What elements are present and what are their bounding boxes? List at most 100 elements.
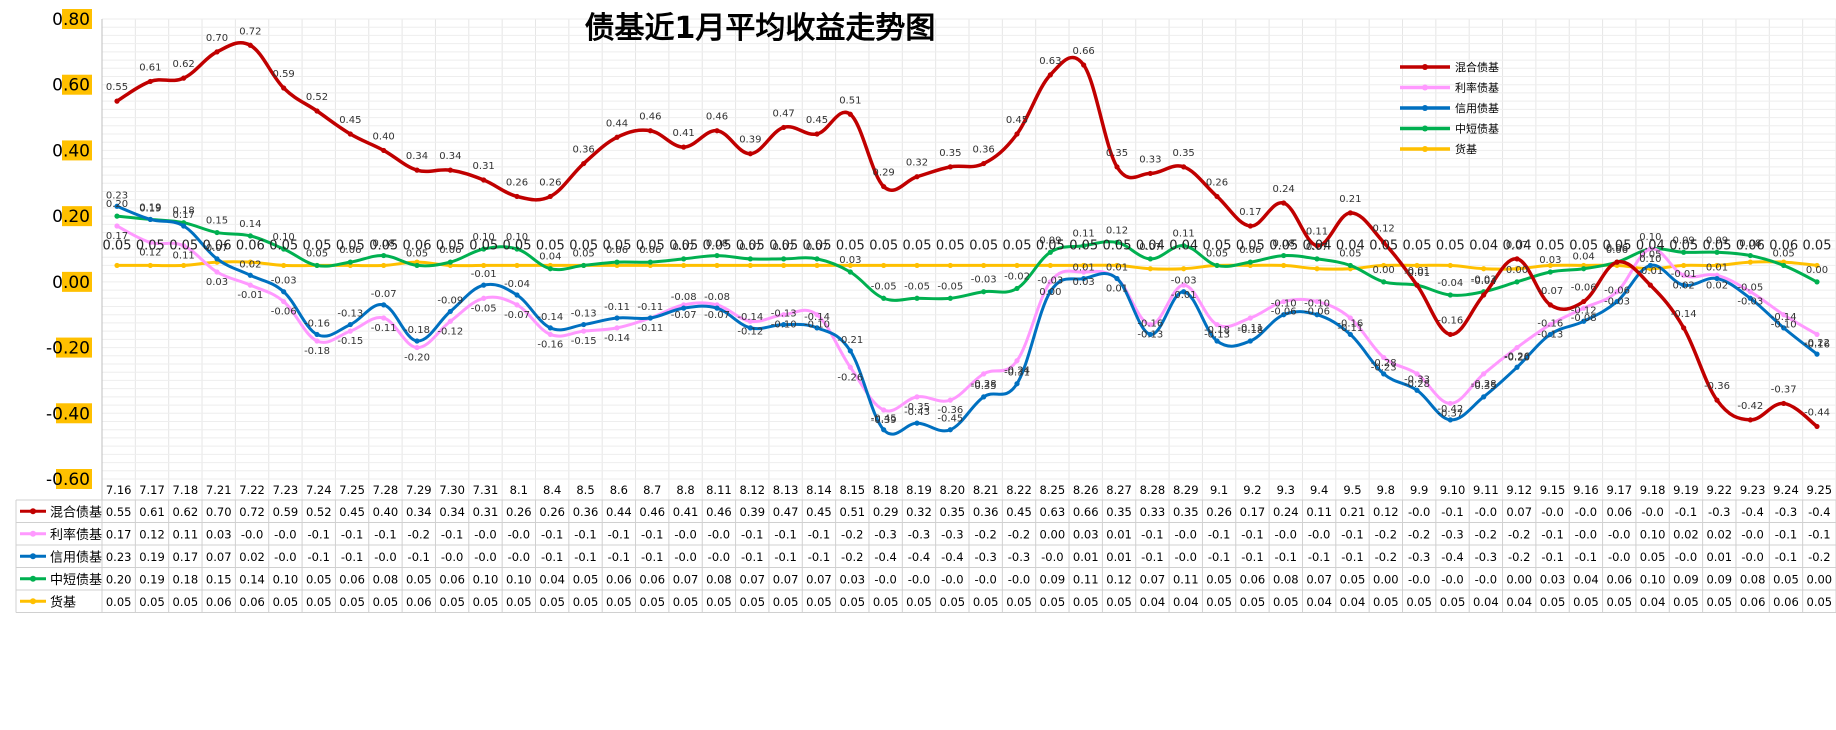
data-label: 0.07 bbox=[1139, 242, 1161, 253]
table-cell: 0.04 bbox=[1640, 595, 1666, 609]
legend-label: 中短债基 bbox=[1455, 122, 1499, 136]
data-point bbox=[814, 256, 820, 262]
table-cell: 0.05 bbox=[339, 595, 365, 609]
table-cell: -0.0 bbox=[241, 527, 263, 541]
data-label: 0.05 bbox=[703, 238, 732, 253]
table-cell: 0.00 bbox=[1506, 572, 1532, 586]
data-point bbox=[181, 223, 187, 229]
data-label: 0.72 bbox=[239, 26, 261, 37]
y-axis: 0.80 0.60 0.40 0.20 0.00 -0.20 -0.40 -0.60 bbox=[46, 9, 92, 490]
table-cell: -0.0 bbox=[1175, 550, 1197, 564]
x-tick-label: 8.29 bbox=[1173, 483, 1199, 497]
data-point bbox=[1581, 318, 1587, 324]
x-tick-label: 7.23 bbox=[273, 483, 299, 497]
data-point bbox=[414, 338, 420, 344]
table-cell: 0.52 bbox=[306, 505, 332, 519]
table-cell: 0.08 bbox=[373, 572, 399, 586]
data-label: 0.05 bbox=[103, 238, 132, 253]
data-label: 0.05 bbox=[1703, 238, 1732, 253]
data-point bbox=[1114, 262, 1120, 269]
table-cell: 0.51 bbox=[839, 505, 865, 519]
legend-label: 利率债基 bbox=[1455, 81, 1499, 95]
data-label: 0.01 bbox=[1706, 263, 1728, 274]
data-point bbox=[514, 262, 520, 269]
table-cell: 0.17 bbox=[1240, 505, 1266, 519]
data-point bbox=[947, 295, 953, 301]
data-label: 0.05 bbox=[1436, 238, 1465, 253]
table-cell: 0.03 bbox=[1073, 527, 1099, 541]
data-label: 0.26 bbox=[506, 177, 528, 188]
table-cell: -0.1 bbox=[1541, 550, 1563, 564]
data-label: -0.03 bbox=[1737, 297, 1763, 308]
data-label: -0.21 bbox=[837, 335, 863, 346]
x-tick-label: 8.25 bbox=[1040, 483, 1066, 497]
table-cell: -0.1 bbox=[541, 527, 563, 541]
data-label: 0.08 bbox=[706, 239, 728, 250]
table-cell: 0.21 bbox=[1340, 505, 1366, 519]
table-cell: 0.05 bbox=[1240, 595, 1266, 609]
data-label: -0.02 bbox=[1004, 271, 1030, 282]
data-label: -0.05 bbox=[937, 281, 963, 292]
data-label: 0.05 bbox=[903, 238, 932, 253]
data-point bbox=[1814, 262, 1820, 269]
data-label: -0.12 bbox=[737, 326, 763, 337]
table-cell: 0.10 bbox=[506, 572, 532, 586]
data-label: 0.08 bbox=[1273, 239, 1295, 250]
data-label: -0.20 bbox=[1504, 353, 1530, 364]
data-label: -0.42 bbox=[1437, 404, 1463, 415]
data-point bbox=[1114, 275, 1120, 282]
data-label: -0.05 bbox=[471, 303, 497, 314]
table-cell: -0.3 bbox=[1708, 505, 1730, 519]
x-tick-label: 8.28 bbox=[1140, 483, 1166, 497]
data-label: -0.15 bbox=[337, 336, 363, 347]
data-point bbox=[1181, 289, 1187, 295]
table-row-name: 混合债基 bbox=[50, 505, 102, 520]
data-label: -0.07 bbox=[1537, 286, 1563, 297]
table-cell: -0.2 bbox=[974, 527, 996, 541]
data-point bbox=[1747, 417, 1753, 423]
data-label: -0.13 bbox=[337, 309, 363, 320]
data-label: 0.05 bbox=[336, 238, 365, 253]
table-cell: 0.05 bbox=[406, 572, 432, 586]
table-cell: 0.24 bbox=[1273, 505, 1299, 519]
data-point bbox=[1381, 262, 1387, 269]
legend-marker bbox=[1422, 125, 1428, 132]
data-label: 0.45 bbox=[1006, 115, 1028, 126]
x-tick-label: 9.4 bbox=[1310, 483, 1328, 497]
table-cell: 0.05 bbox=[306, 572, 332, 586]
data-point bbox=[614, 325, 620, 331]
data-label: -0.03 bbox=[271, 276, 297, 287]
data-label: -0.06 bbox=[1571, 283, 1597, 294]
x-tick-label: 9.15 bbox=[1540, 483, 1566, 497]
data-point bbox=[214, 229, 220, 236]
data-point bbox=[1547, 269, 1553, 275]
data-point bbox=[1481, 292, 1487, 298]
data-label: 0.04 bbox=[1636, 238, 1665, 253]
table-cell: -0.1 bbox=[341, 550, 363, 564]
data-point bbox=[1814, 423, 1820, 430]
table-cell: 0.07 bbox=[806, 572, 832, 586]
data-label: -0.07 bbox=[704, 310, 730, 321]
data-point bbox=[581, 328, 587, 334]
data-label: -0.14 bbox=[1671, 309, 1697, 320]
data-label: 0.05 bbox=[803, 238, 832, 253]
y-tick-label: -0.20 bbox=[46, 339, 90, 359]
data-point bbox=[414, 344, 420, 351]
data-point bbox=[814, 131, 820, 137]
data-label: 0.47 bbox=[773, 108, 795, 119]
table-cell: 0.05 bbox=[473, 595, 499, 609]
table-cell: 0.05 bbox=[1106, 595, 1132, 609]
data-label: 0.36 bbox=[973, 145, 995, 156]
data-label: -0.14 bbox=[737, 312, 763, 323]
data-point bbox=[781, 312, 787, 318]
data-point bbox=[281, 298, 287, 305]
data-point bbox=[1781, 262, 1787, 269]
table-cell: 0.03 bbox=[206, 527, 232, 541]
table-cell: 0.05 bbox=[906, 595, 932, 609]
data-label: -0.01 bbox=[237, 290, 263, 301]
x-tick-label: 9.17 bbox=[1606, 483, 1632, 497]
table-cell: 0.05 bbox=[1340, 572, 1366, 586]
data-point bbox=[1814, 351, 1820, 357]
x-tick-label: 8.5 bbox=[576, 483, 594, 497]
